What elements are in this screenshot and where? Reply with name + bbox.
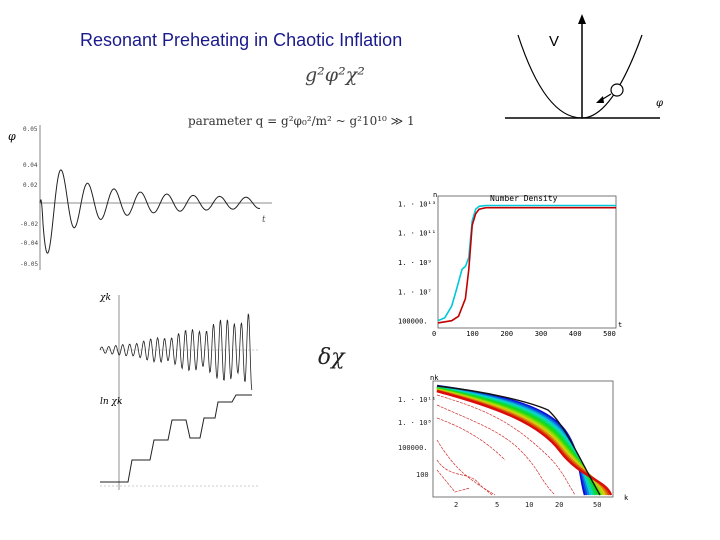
sp-early-curve xyxy=(436,394,576,496)
nd-y-tick: 1. · 10¹¹ xyxy=(398,230,436,238)
v-axis-arrow xyxy=(578,14,586,24)
phi-axis-label: φ xyxy=(656,98,663,109)
slide-title: Resonant Preheating in Chaotic Inflation xyxy=(80,30,403,50)
coupling-formula: g²φ²χ² xyxy=(305,64,365,86)
sp-final-curve xyxy=(436,385,601,496)
sp-x-tick: 2 xyxy=(454,501,458,509)
phi-tick: 0.04 xyxy=(23,162,38,169)
phi-tick: -0.05 xyxy=(20,261,38,268)
sp-y-tick: 1. · 10¹¹ xyxy=(398,396,436,404)
phi-tick: -0.04 xyxy=(20,240,38,247)
phi-x-label: t xyxy=(262,215,266,225)
nd-frame xyxy=(437,195,617,329)
delta-chi-label: δχ xyxy=(318,345,345,370)
sp-early-curve xyxy=(436,459,493,496)
sp-y-label: nk xyxy=(430,374,439,382)
nd-x-tick: 300 xyxy=(535,330,548,338)
sp-early-curve xyxy=(436,469,471,493)
sp-frame xyxy=(432,380,614,498)
sp-x-label: k xyxy=(624,494,629,502)
inflaton-ball xyxy=(610,83,624,97)
nd-series-0 xyxy=(437,204,616,322)
phi-axes xyxy=(39,125,272,270)
nd-x-tick: 0 xyxy=(432,330,436,338)
sp-y-tick: 100 xyxy=(416,471,429,479)
nd-title: Number Density xyxy=(490,194,558,203)
chi-bottom-label: ln χk xyxy=(100,397,122,407)
chi-k-curve xyxy=(99,313,253,391)
phi-y-label: φ xyxy=(8,130,16,143)
sp-x-tick: 5 xyxy=(495,501,499,509)
potential-curve xyxy=(517,34,643,119)
nd-x-tick: 400 xyxy=(569,330,582,338)
parameter-formula: parameter q = g²φ₀²/m² ~ g²10¹⁰ ≫ 1 xyxy=(188,114,415,128)
chi-top-label: χk xyxy=(99,293,111,303)
phi-tick: 0.05 xyxy=(23,126,38,133)
sp-y-tick: 1. · 10⁸ xyxy=(398,419,432,427)
sp-early-curve xyxy=(436,439,496,496)
phi-oscillation-curve xyxy=(39,169,260,254)
v-label: V xyxy=(549,33,559,50)
sp-x-tick: 10 xyxy=(525,501,533,509)
nd-y-tick: 1. · 10¹³ xyxy=(398,200,436,208)
nd-x-tick: 500 xyxy=(603,330,616,338)
sp-mode-curve xyxy=(436,390,613,496)
nd-y-tick: 1. · 10⁹ xyxy=(398,259,432,267)
sp-x-tick: 50 xyxy=(593,501,601,509)
roll-arrowhead xyxy=(596,96,604,103)
sp-early-curve xyxy=(436,417,506,461)
nd-series-1 xyxy=(437,206,616,324)
phi-tick: -0.02 xyxy=(20,221,38,228)
nd-x-label: t xyxy=(618,321,622,329)
nd-y-tick: 100000. xyxy=(398,318,428,326)
sp-early-curve xyxy=(436,404,556,496)
nd-x-tick: 200 xyxy=(500,330,513,338)
sp-y-tick: 100000. xyxy=(398,444,428,452)
nd-y-label: n xyxy=(433,191,437,199)
nd-y-tick: 1. · 10⁷ xyxy=(398,288,432,296)
phi-tick: 0.02 xyxy=(23,182,38,189)
ln-chi-k-curve xyxy=(100,394,252,483)
nd-x-tick: 100 xyxy=(466,330,479,338)
sp-x-tick: 20 xyxy=(555,501,563,509)
